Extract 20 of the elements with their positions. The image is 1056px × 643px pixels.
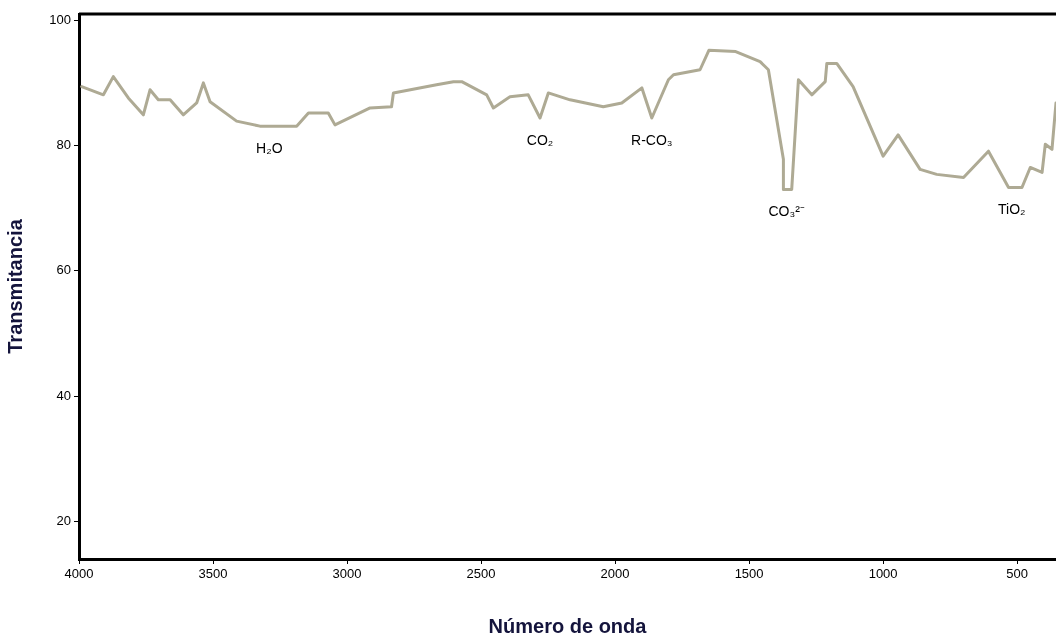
y-axis-title: Transmitancia (3, 218, 26, 354)
x-tick-label: 1500 (734, 566, 764, 582)
x-tick-label: 2500 (466, 566, 496, 582)
x-axis-title: Número de onda (488, 614, 648, 637)
annotation: H₂O (256, 139, 283, 156)
annotation: CO₂ (526, 131, 554, 148)
x-tick-label: 3000 (332, 566, 362, 582)
annotation: CO₃²⁻ (768, 203, 805, 220)
x-tick-label: 3500 (198, 566, 228, 582)
x-tick-label: 2000 (600, 566, 630, 582)
y-tick-label: 20 (56, 512, 71, 528)
y-tick-label: 100 (49, 11, 71, 27)
annotation: R-CO₃ (631, 131, 673, 148)
y-tick-label: 60 (56, 262, 71, 278)
x-tick-label: 4000 (64, 566, 94, 582)
y-tick-label: 40 (56, 387, 71, 403)
x-tick-label: 1000 (868, 566, 898, 582)
x-tick-label: 500 (1006, 566, 1028, 582)
annotation: TiO₂ (998, 201, 1026, 218)
y-tick-label: 80 (56, 137, 71, 153)
